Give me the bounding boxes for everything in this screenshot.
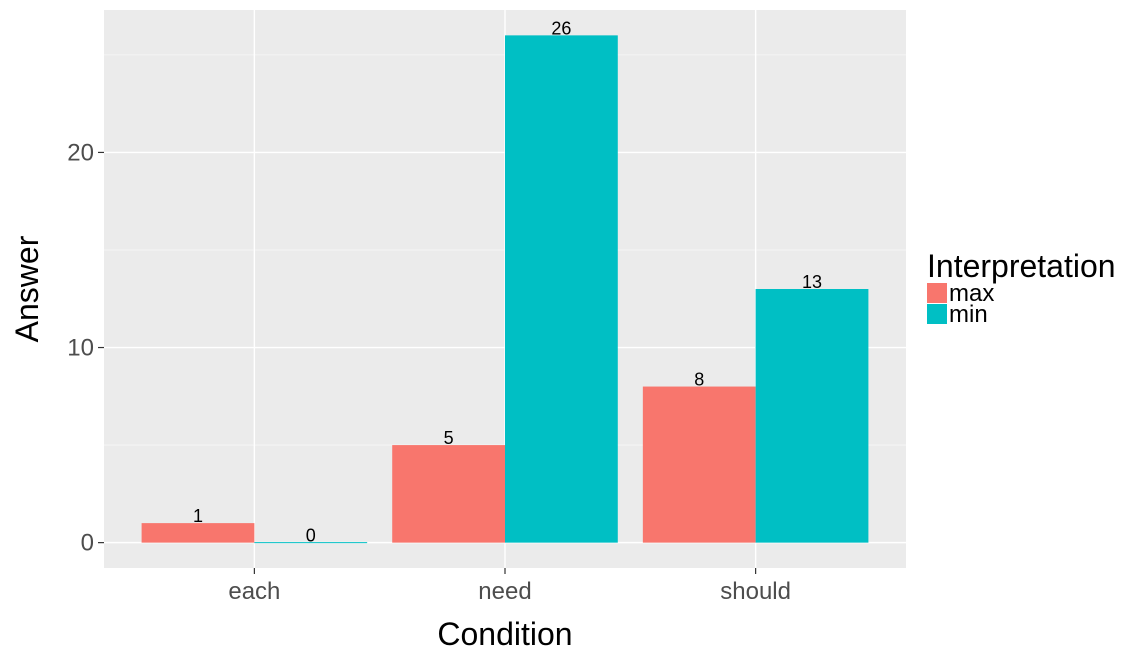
- y-tick-label: 20: [67, 139, 94, 166]
- data-label-each-max: 1: [193, 506, 203, 526]
- data-label-should-max: 8: [694, 370, 704, 390]
- x-tick-label: need: [478, 578, 531, 605]
- bars: [141, 35, 869, 544]
- bar-need-max: [392, 445, 505, 543]
- bar-should-min: [755, 289, 869, 543]
- legend-key-max: [927, 283, 947, 303]
- legend-label-max: max: [949, 280, 994, 307]
- x-tick-label: should: [720, 578, 791, 605]
- data-label-should-min: 13: [802, 272, 822, 292]
- x-tick-label: each: [228, 578, 280, 605]
- data-label-need-max: 5: [444, 428, 454, 448]
- x-axis-title: Condition: [437, 616, 572, 646]
- bar-each-min: [254, 542, 368, 544]
- bar-should-max: [642, 386, 756, 543]
- data-label-each-min: 0: [306, 526, 316, 546]
- bar-each-max: [141, 523, 255, 543]
- data-labels: 1 0 5 26 8 13: [193, 18, 822, 545]
- legend-key-min: [927, 304, 947, 324]
- y-tick-label: 10: [67, 335, 94, 362]
- data-label-need-min: 26: [551, 18, 571, 38]
- legend-title: Interpretation: [927, 248, 1116, 284]
- y-axis: 0 10 20: [67, 139, 104, 557]
- y-axis-title: Answer: [9, 235, 45, 342]
- x-axis: each need should: [228, 568, 791, 605]
- y-tick-label: 0: [81, 530, 94, 557]
- bar-need-min: [505, 35, 618, 543]
- legend-label-min: min: [949, 301, 988, 328]
